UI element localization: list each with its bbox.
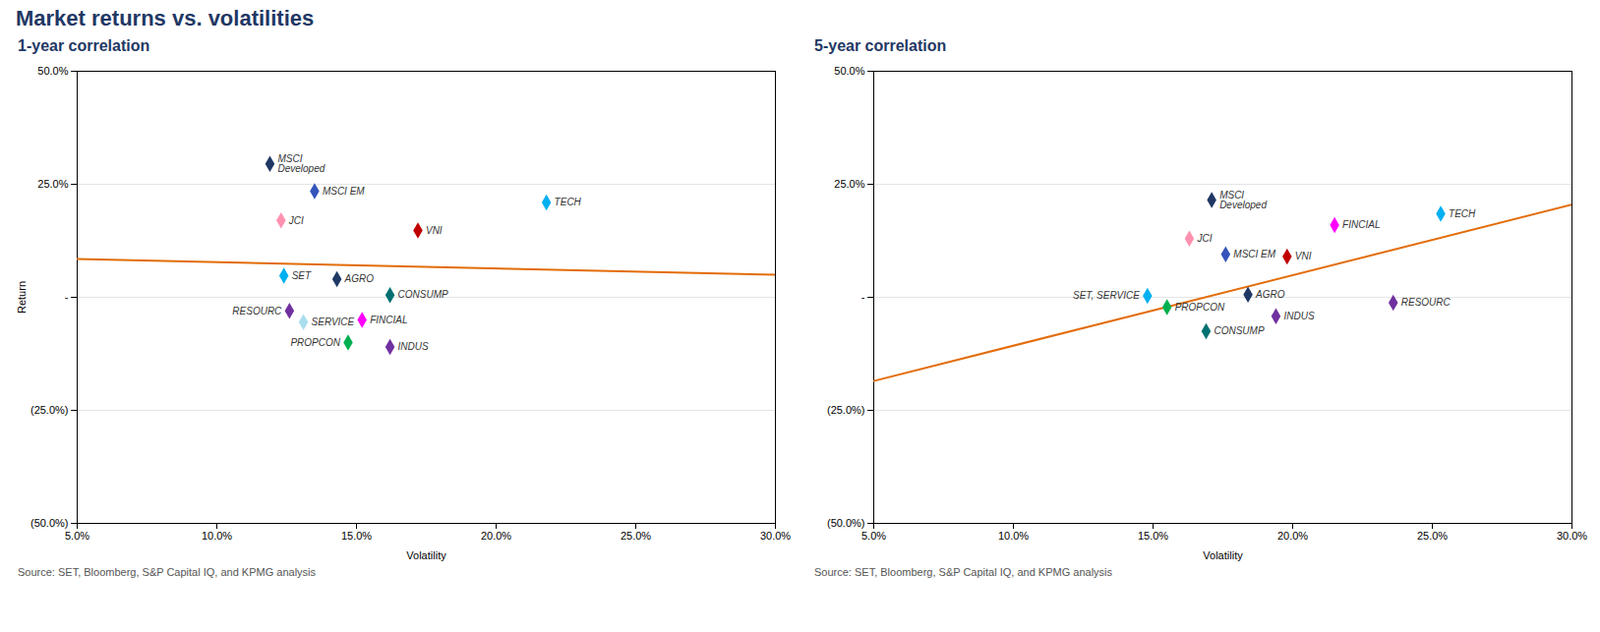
svg-text:25.0%: 25.0%: [1417, 530, 1448, 542]
svg-text:SERVICE: SERVICE: [311, 316, 356, 328]
svg-text:50.0%: 50.0%: [37, 64, 68, 77]
svg-text:PROPCON: PROPCON: [290, 337, 341, 349]
svg-text:INDUS: INDUS: [1283, 310, 1314, 322]
svg-text:SET: SET: [292, 270, 312, 282]
svg-text:FINCIAL: FINCIAL: [369, 314, 408, 326]
html-text:Source: SET, Bloomberg, S&P Ca: Source: SET, Bloomberg, S&P Capital IQ, …: [814, 566, 1113, 579]
html-text:Source: SET, Bloomberg, S&P Ca: Source: SET, Bloomberg, S&P Capital IQ, …: [17, 566, 316, 579]
svg-text:50.0%: 50.0%: [833, 64, 865, 77]
svg-text:TECH: TECH: [554, 196, 583, 208]
svg-text:15.0%: 15.0%: [341, 530, 372, 542]
svg-text:Return: Return: [15, 281, 28, 314]
svg-text:RESOURC: RESOURC: [232, 305, 283, 317]
svg-text:10.0%: 10.0%: [998, 530, 1029, 542]
svg-text:SET, SERVICE: SET, SERVICE: [1072, 290, 1140, 301]
svg-text:-: -: [64, 291, 69, 303]
svg-text:AGRO: AGRO: [1254, 289, 1286, 300]
svg-text:5.0%: 5.0%: [64, 530, 90, 542]
svg-text:(25.0%): (25.0%): [30, 404, 69, 416]
svg-text:JCI: JCI: [1195, 233, 1212, 244]
svg-text:JCI: JCI: [288, 215, 304, 227]
svg-text:RESOURC: RESOURC: [1401, 296, 1452, 308]
svg-text:INDUS: INDUS: [398, 341, 429, 353]
svg-text:MSCIDeveloped: MSCIDeveloped: [277, 153, 325, 175]
svg-text:VNI: VNI: [1295, 250, 1312, 262]
svg-text:PROPCON: PROPCON: [1175, 301, 1226, 313]
svg-text:5.0%: 5.0%: [861, 530, 887, 542]
svg-text:10.0%: 10.0%: [201, 530, 233, 542]
html-text:1-year correlation: 1-year correlation: [17, 37, 150, 55]
svg-text:MSCI EM: MSCI EM: [322, 185, 365, 197]
html-text:Market returns vs. volatilitie: Market returns vs. volatilities: [15, 5, 314, 31]
svg-text:30.0%: 30.0%: [760, 530, 791, 542]
svg-text:-: -: [861, 291, 866, 303]
svg-text:CONSUMP: CONSUMP: [398, 289, 449, 300]
svg-text:MSCI EM: MSCI EM: [1233, 248, 1276, 260]
svg-text:Volatility: Volatility: [1202, 549, 1244, 562]
svg-text:25.0%: 25.0%: [833, 177, 865, 190]
svg-text:MSCIDeveloped: MSCIDeveloped: [1219, 189, 1267, 211]
svg-text:25.0%: 25.0%: [620, 530, 652, 542]
svg-text:20.0%: 20.0%: [1277, 530, 1308, 542]
svg-text:TECH: TECH: [1448, 208, 1477, 220]
svg-text:CONSUMP: CONSUMP: [1213, 325, 1264, 337]
svg-text:Volatility: Volatility: [406, 549, 447, 562]
html-text:5-year correlation: 5-year correlation: [814, 37, 947, 55]
svg-text:(50.0%): (50.0%): [30, 517, 69, 530]
svg-text:(50.0%): (50.0%): [827, 517, 866, 530]
svg-text:AGRO: AGRO: [344, 273, 375, 285]
svg-text:30.0%: 30.0%: [1556, 530, 1588, 542]
svg-text:15.0%: 15.0%: [1137, 530, 1169, 542]
svg-text:25.0%: 25.0%: [37, 177, 68, 190]
svg-text:FINCIAL: FINCIAL: [1342, 219, 1380, 231]
svg-text:VNI: VNI: [425, 225, 443, 237]
svg-text:20.0%: 20.0%: [480, 530, 512, 542]
svg-text:(25.0%): (25.0%): [827, 404, 866, 416]
